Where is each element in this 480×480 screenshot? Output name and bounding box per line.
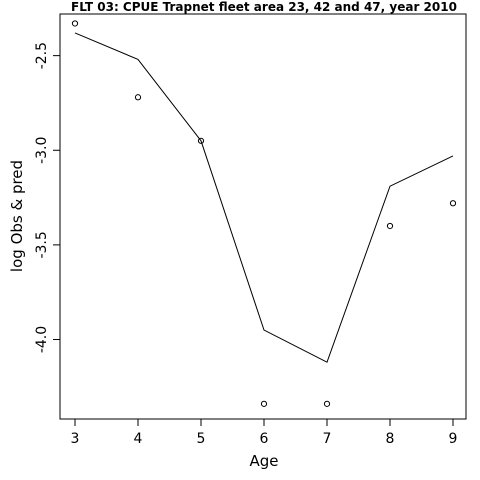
chart-title: FLT 03: CPUE Trapnet fleet area 23, 42 a… [71,0,457,14]
x-tick-label-5: 5 [197,431,206,447]
predicted-line [74,32,454,363]
observed-point-age-5 [197,137,205,144]
x-tick-label-3: 3 [71,431,80,447]
y-tick-label-0: -2.5 [34,42,50,69]
y-tick-label-1: -3.0 [34,137,50,164]
x-tick-label-4: 4 [134,431,143,447]
observed-point-age-6 [260,400,268,407]
y-axis: -2.5 -3.0 -3.5 -4.0 [34,42,60,353]
y-axis-label: log Obs & pred [8,160,26,272]
observed-point-age-7 [323,400,331,407]
observed-point-age-3 [71,20,79,27]
observed-point-age-4 [134,94,142,101]
observed-point-age-8 [386,222,394,230]
observed-series [71,20,457,407]
predicted-series [74,32,454,363]
x-tick-label-7: 7 [323,431,332,447]
y-tick-label-3: -4.0 [34,326,50,353]
observed-point-age-9 [449,200,457,207]
x-tick-label-6: 6 [260,431,269,447]
x-axis-label: Age [249,452,278,470]
x-tick-label-8: 8 [386,431,395,447]
plot-frame [59,13,467,420]
x-tick-label-9: 9 [449,431,458,447]
x-axis: 3 4 5 6 7 8 9 [71,419,458,447]
y-tick-label-2: -3.5 [34,231,50,258]
